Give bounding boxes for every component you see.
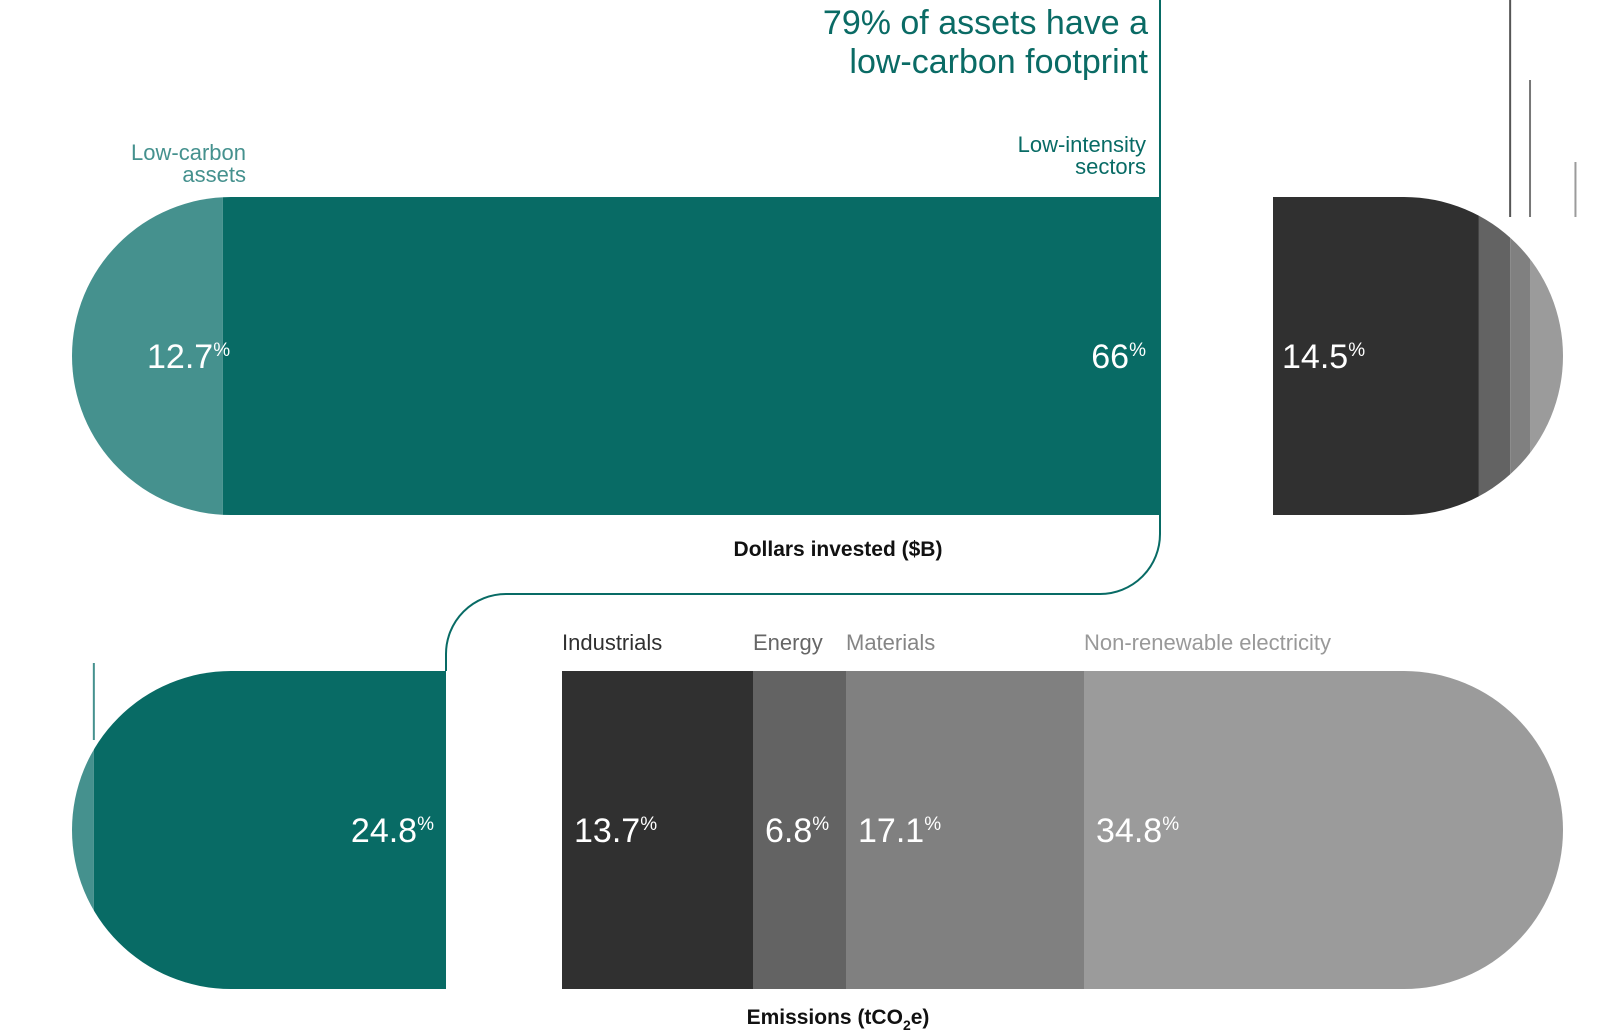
top-left-bar xyxy=(72,197,1160,515)
bottom-marks: 2.8%24.8% 13.7%Industrials6.8%Energy17.1%… xyxy=(22,630,1331,850)
label-materials-pct-symbol: % xyxy=(924,814,941,835)
label-materials-pct-symbol: % xyxy=(1587,86,1604,107)
bar-low-intensity-sectors xyxy=(222,197,1160,515)
label-non-renewable-electricity-pct-symbol: % xyxy=(1162,814,1179,835)
label-materials-pct: 1.4% xyxy=(1540,84,1604,122)
dollars-invested-title: Dollars invested ($B) xyxy=(734,538,943,561)
label-materials-pct-value: 1.4 xyxy=(1540,84,1587,122)
label-low-carbon-assets-pct: 12.7% xyxy=(147,338,230,376)
label-industrials: Industrials xyxy=(562,630,662,655)
label-materials: Materials xyxy=(846,630,935,655)
bar-energy xyxy=(1478,197,1511,515)
label-energy-pct-value: 6.8 xyxy=(765,812,812,850)
bar-non-renewable-electricity xyxy=(1530,197,1563,515)
label-low-intensity-sectors-pct-value: 24.8 xyxy=(351,812,417,850)
label-low-carbon-assets-pct-value: 12.7 xyxy=(147,338,213,376)
bar-materials xyxy=(846,671,1084,989)
headline-group: 79% of assets have a low-carbon footprin… xyxy=(823,4,1149,81)
emissions-title-after: e) xyxy=(911,1006,930,1029)
bar-low-carbon-assets xyxy=(72,671,94,989)
label-energy-pct-value: 2.2 xyxy=(1520,4,1567,42)
label-industrials-pct-value: 14.5 xyxy=(1282,338,1348,376)
headline-line-1: 79% of assets have a xyxy=(823,4,1148,42)
label-low-carbon-assets-line2: assets xyxy=(182,162,246,187)
label-energy: Energy xyxy=(753,630,823,655)
label-low-carbon-assets-pct-value: 2.8 xyxy=(22,664,69,702)
label-industrials-pct-symbol: % xyxy=(1348,340,1365,361)
bar-industrials xyxy=(562,671,753,989)
label-non-renewable-electricity-pct: 34.8% xyxy=(1096,812,1179,850)
label-low-intensity-sectors-line2: sectors xyxy=(1075,154,1146,179)
label-low-intensity-sectors-pct: 66% xyxy=(1091,338,1146,376)
bar-materials xyxy=(1510,197,1531,515)
label-low-intensity-sectors-line1: Low-intensity xyxy=(1018,132,1146,157)
label-low-carbon-assets-line1: Low-carbon xyxy=(131,140,246,165)
label-low-intensity-sectors-pct-symbol: % xyxy=(417,814,434,835)
label-energy-pct-symbol: % xyxy=(812,814,829,835)
label-industrials-pct-symbol: % xyxy=(640,814,657,835)
label-non-renewable-electricity-pct: 3.2% xyxy=(1585,166,1614,204)
emissions-title-sub: 2 xyxy=(903,1017,911,1030)
label-materials-pct-value: 17.1 xyxy=(858,812,924,850)
bottom-right-bar xyxy=(562,671,1563,989)
label-low-carbon-assets-pct-symbol: % xyxy=(213,340,230,361)
emissions-title: Emissions (tCO2e) xyxy=(747,1006,930,1030)
dollars-invested-chart: 12.7% 66%Low-carbonassetsLow-intensitysec… xyxy=(72,0,1614,561)
label-low-carbon-assets-pct: 2.8% xyxy=(22,664,86,702)
top-marks: 12.7% 66%Low-carbonassetsLow-intensitysec… xyxy=(131,0,1614,376)
label-low-intensity-sectors-pct-value: 66 xyxy=(1091,338,1129,376)
emissions-title-before: Emissions (tCO xyxy=(747,1006,903,1029)
bar-non-renewable-electricity xyxy=(1084,671,1563,989)
bar-energy xyxy=(753,671,846,989)
connector-line xyxy=(445,0,1161,671)
label-energy-pct-symbol: % xyxy=(1567,6,1584,27)
label-industrials-pct-value: 13.7 xyxy=(574,812,640,850)
bar-low-intensity-sectors xyxy=(93,671,446,989)
label-energy-pct: 2.2% xyxy=(1520,4,1584,42)
label-low-intensity-sectors-pct-symbol: % xyxy=(1129,340,1146,361)
label-materials-pct: 17.1% xyxy=(858,812,941,850)
emissions-chart: 2.8%24.8% 13.7%Industrials6.8%Energy17.1%… xyxy=(22,630,1563,1030)
label-non-renewable-electricity: Non-renewable electricity xyxy=(1084,630,1331,655)
label-low-carbon-assets-pct-symbol: % xyxy=(69,666,86,687)
bar-industrials xyxy=(1273,197,1479,515)
label-industrials-pct: 14.5% xyxy=(1282,338,1365,376)
headline-line-2: low-carbon footprint xyxy=(849,43,1148,81)
label-non-renewable-electricity-pct-value: 3.2 xyxy=(1585,166,1614,204)
label-energy-pct: 6.8% xyxy=(765,812,829,850)
label-industrials-pct: 13.7% xyxy=(574,812,657,850)
label-non-renewable-electricity-pct-value: 34.8 xyxy=(1096,812,1162,850)
label-low-intensity-sectors-pct: 24.8% xyxy=(351,812,434,850)
